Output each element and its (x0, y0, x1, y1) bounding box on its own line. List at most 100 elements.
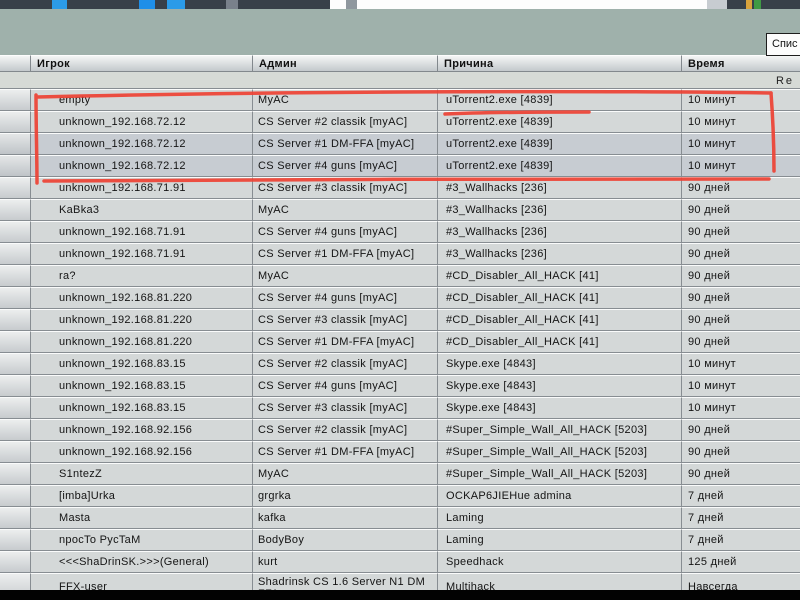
admin-cell: CS Server #3 classik [myAC] (252, 309, 437, 331)
admin-cell: CS Server #4 guns [myAC] (252, 155, 437, 177)
table-row[interactable]: Masta kafka Laming 7 дней (0, 507, 800, 529)
browser-toolbar (0, 0, 800, 9)
row-selector-cell[interactable] (0, 89, 30, 111)
admin-cell: CS Server #3 classik [myAC] (252, 397, 437, 419)
reason-cell: #3_Wallhacks [236] (437, 177, 681, 199)
time-cell: 90 дней (681, 287, 800, 309)
row-selector-cell[interactable] (0, 485, 30, 507)
table-row[interactable]: S1ntezZ MyAC #Super_Simple_Wall_All_HACK… (0, 463, 800, 485)
row-selector-cell[interactable] (0, 397, 30, 419)
table-row[interactable]: unknown_192.168.72.12 CS Server #2 class… (0, 111, 800, 133)
row-selector-cell[interactable] (0, 463, 30, 485)
row-selector-cell[interactable] (0, 507, 30, 529)
row-selector-cell[interactable] (0, 111, 30, 133)
table-row[interactable]: unknown_192.168.81.220 CS Server #4 guns… (0, 287, 800, 309)
extension-icon-green[interactable] (754, 0, 761, 9)
player-cell: npocTo PycTaM (30, 529, 252, 551)
admin-cell: kafka (252, 507, 437, 529)
row-selector-cell[interactable] (0, 199, 30, 221)
reason-cell: Laming (437, 507, 681, 529)
row-selector-cell[interactable] (0, 287, 30, 309)
row-selector-cell[interactable] (0, 177, 30, 199)
row-selector-cell[interactable] (0, 133, 30, 155)
row-selector-cell[interactable] (0, 441, 30, 463)
row-selector-cell[interactable] (0, 155, 30, 177)
header-admin[interactable]: Админ (252, 55, 437, 72)
browser-tab-icon[interactable] (52, 0, 67, 9)
table-header-row: Игрок Админ Причина Время (0, 55, 800, 72)
reason-cell: #Super_Simple_Wall_All_HACK [5203] (437, 441, 681, 463)
admin-cell: CS Server #2 classik [myAC] (252, 419, 437, 441)
table-row[interactable]: <<<ShaDrinSK.>>>(General) kurt Speedhack… (0, 551, 800, 573)
time-cell: 90 дней (681, 265, 800, 287)
address-bar-button[interactable] (707, 0, 727, 9)
row-selector-cell[interactable] (0, 551, 30, 573)
time-cell: 10 минут (681, 353, 800, 375)
admin-cell: CS Server #4 guns [myAC] (252, 375, 437, 397)
table-row[interactable]: unknown_192.168.81.220 CS Server #1 DM-F… (0, 331, 800, 353)
admin-cell: CS Server #2 classik [myAC] (252, 353, 437, 375)
header-reason[interactable]: Причина (437, 55, 681, 72)
row-selector-cell[interactable] (0, 375, 30, 397)
row-selector-cell[interactable] (0, 265, 30, 287)
row-selector-cell[interactable] (0, 353, 30, 375)
tab-list[interactable]: Спис (766, 33, 800, 56)
table-row[interactable]: unknown_192.168.83.15 CS Server #3 class… (0, 397, 800, 419)
admin-cell: CS Server #1 DM-FFA [myAC] (252, 331, 437, 353)
admin-cell: grgrka (252, 485, 437, 507)
time-cell: 7 дней (681, 507, 800, 529)
status-text: Re (775, 75, 794, 87)
row-selector-cell[interactable] (0, 529, 30, 551)
time-cell: 90 дней (681, 419, 800, 441)
player-cell: ra? (30, 265, 252, 287)
browser-tab-icon[interactable] (167, 0, 185, 9)
header-time[interactable]: Время (681, 55, 800, 72)
table-row[interactable]: unknown_192.168.71.91 CS Server #3 class… (0, 177, 800, 199)
time-cell: 90 дней (681, 199, 800, 221)
status-bar: Re (0, 72, 800, 89)
extension-icon-yellow[interactable] (746, 0, 752, 9)
time-cell: 10 минут (681, 375, 800, 397)
table-row[interactable]: unknown_192.168.83.15 CS Server #2 class… (0, 353, 800, 375)
table-row[interactable]: unknown_192.168.71.91 CS Server #1 DM-FF… (0, 243, 800, 265)
table-row[interactable]: unknown_192.168.92.156 CS Server #2 clas… (0, 419, 800, 441)
table-row[interactable]: unknown_192.168.72.12 CS Server #1 DM-FF… (0, 133, 800, 155)
player-cell: unknown_192.168.83.15 (30, 375, 252, 397)
table-row[interactable]: empty MyAC uTorrent2.exe [4839] 10 минут (0, 89, 800, 111)
row-selector-cell[interactable] (0, 221, 30, 243)
time-cell: 90 дней (681, 221, 800, 243)
admin-cell: CS Server #4 guns [myAC] (252, 221, 437, 243)
player-cell: unknown_192.168.71.91 (30, 177, 252, 199)
browser-menu-icon[interactable] (226, 0, 238, 9)
table-row[interactable]: unknown_192.168.92.156 CS Server #1 DM-F… (0, 441, 800, 463)
table-row[interactable]: npocTo PycTaM BodyBoy Laming 7 дней (0, 529, 800, 551)
table-row[interactable]: ra? MyAC #CD_Disabler_All_HACK [41] 90 д… (0, 265, 800, 287)
row-selector-cell[interactable] (0, 243, 30, 265)
reason-cell: Speedhack (437, 551, 681, 573)
reason-cell: #CD_Disabler_All_HACK [41] (437, 331, 681, 353)
player-cell: unknown_192.168.81.220 (30, 309, 252, 331)
reason-cell: uTorrent2.exe [4839] (437, 155, 681, 177)
table-row[interactable]: unknown_192.168.71.91 CS Server #4 guns … (0, 221, 800, 243)
browser-tab-icon[interactable] (139, 0, 155, 9)
table-row[interactable]: unknown_192.168.81.220 CS Server #3 clas… (0, 309, 800, 331)
time-cell: 90 дней (681, 441, 800, 463)
table-row[interactable]: unknown_192.168.72.12 CS Server #4 guns … (0, 155, 800, 177)
time-cell: 90 дней (681, 331, 800, 353)
header-player[interactable]: Игрок (30, 55, 252, 72)
table-row[interactable]: unknown_192.168.83.15 CS Server #4 guns … (0, 375, 800, 397)
admin-cell: CS Server #4 guns [myAC] (252, 287, 437, 309)
table-row[interactable]: [imba]Urka grgrka OCKAP6JIEHue admina 7 … (0, 485, 800, 507)
player-cell: unknown_192.168.72.12 (30, 155, 252, 177)
reason-cell: #CD_Disabler_All_HACK [41] (437, 309, 681, 331)
player-cell: unknown_192.168.81.220 (30, 331, 252, 353)
row-selector-cell[interactable] (0, 331, 30, 353)
header-selector[interactable] (0, 55, 30, 72)
row-selector-cell[interactable] (0, 419, 30, 441)
row-selector-cell[interactable] (0, 309, 30, 331)
table-row[interactable]: KaBka3 MyAC #3_Wallhacks [236] 90 дней (0, 199, 800, 221)
time-cell: 10 минут (681, 133, 800, 155)
admin-cell: kurt (252, 551, 437, 573)
address-bar[interactable] (330, 0, 707, 9)
admin-cell: CS Server #3 classik [myAC] (252, 177, 437, 199)
